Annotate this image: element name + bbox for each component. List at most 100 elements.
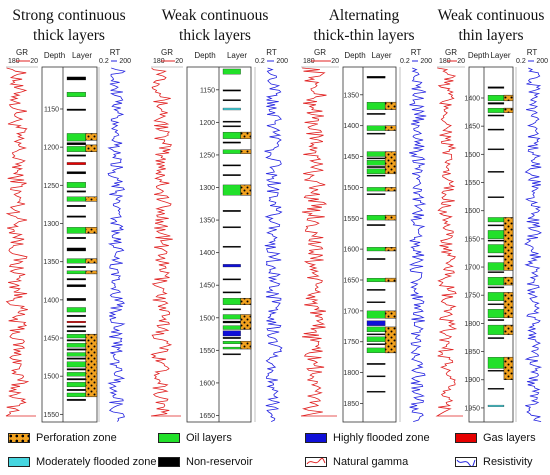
panel-3-title-line1: Alternating bbox=[328, 7, 400, 24]
depth-tick-label: 1800 bbox=[343, 370, 359, 377]
layer-non bbox=[222, 210, 241, 212]
depth-tick-label: 1500 bbox=[199, 315, 215, 322]
layer-non bbox=[366, 166, 386, 168]
layer-non bbox=[487, 196, 505, 198]
rt-scale-max: 200 bbox=[420, 58, 432, 65]
layer-non bbox=[66, 389, 86, 391]
layer-non bbox=[66, 398, 86, 401]
layer-oil bbox=[66, 196, 86, 202]
gr-scale-max: 20 bbox=[30, 58, 38, 65]
layer-non bbox=[487, 303, 505, 306]
layer-non bbox=[222, 125, 241, 128]
perforation-zone bbox=[503, 276, 514, 286]
depth-tick-label: 1700 bbox=[464, 265, 480, 272]
gr-curve bbox=[435, 67, 463, 417]
layer-non bbox=[487, 102, 505, 105]
layer-oil bbox=[366, 215, 386, 221]
layer-oil bbox=[66, 352, 86, 357]
depth-tick-label: 1250 bbox=[43, 183, 59, 190]
depth-tick-label: 1450 bbox=[43, 336, 59, 343]
gr-scale-min: 180 bbox=[8, 58, 20, 65]
layer-oil bbox=[487, 217, 505, 223]
panel-4-title-line1: Weak continuous bbox=[437, 7, 545, 24]
layer-non bbox=[366, 375, 386, 378]
depth-tick-label: 1650 bbox=[464, 236, 480, 243]
layer-oil bbox=[487, 95, 505, 101]
perforation-zone bbox=[240, 149, 252, 154]
layer-non bbox=[222, 226, 241, 229]
rt-track-label: RT bbox=[527, 48, 538, 57]
layer-non bbox=[66, 108, 86, 111]
layer-non bbox=[487, 370, 505, 372]
depth-track-label: Depth bbox=[194, 51, 215, 60]
layer-non bbox=[222, 89, 241, 92]
depth-tick-label: 1950 bbox=[464, 405, 480, 412]
layer-oil bbox=[487, 230, 505, 240]
perforation-zone bbox=[85, 258, 98, 264]
layer-non bbox=[66, 278, 86, 281]
layer-high bbox=[222, 330, 241, 337]
depth-tick-label: 1450 bbox=[343, 154, 359, 161]
legend-label: Resistivity bbox=[483, 456, 533, 468]
depth-layer-frame bbox=[41, 66, 98, 423]
layer-non bbox=[66, 76, 86, 81]
layer-non bbox=[222, 353, 241, 356]
depth-tick-label: 1600 bbox=[199, 380, 215, 387]
layer-non bbox=[487, 148, 505, 151]
layer-track-label: Layer bbox=[72, 51, 92, 60]
layer-oil bbox=[366, 347, 386, 354]
gr-scale-max: 20 bbox=[175, 58, 183, 65]
layer-gas bbox=[66, 321, 86, 323]
layer-oil bbox=[487, 357, 505, 369]
depth-tick-label: 1550 bbox=[464, 180, 480, 187]
layer-non bbox=[66, 348, 86, 351]
layer-non bbox=[222, 291, 241, 294]
perforation-zone bbox=[240, 297, 252, 306]
depth-track-label: Depth bbox=[344, 51, 365, 60]
depth-tick-label: 1250 bbox=[199, 152, 215, 159]
gr-track-label: GR bbox=[161, 48, 173, 57]
depth-tick-label: 1300 bbox=[199, 185, 215, 192]
layer-non bbox=[487, 86, 505, 89]
depth-track-label: Depth bbox=[468, 51, 489, 60]
rt-curve bbox=[264, 67, 283, 422]
layer-oil bbox=[66, 227, 86, 234]
layer-non bbox=[487, 271, 505, 273]
layer-oil bbox=[366, 247, 386, 252]
layer-oil bbox=[66, 392, 86, 397]
gr-scale-max: 20 bbox=[457, 58, 465, 65]
depth-tick-label: 1600 bbox=[343, 247, 359, 254]
layer-non bbox=[222, 320, 241, 324]
layer-oil bbox=[487, 277, 505, 286]
depth-tick-label: 1800 bbox=[464, 321, 480, 328]
layer-oil bbox=[66, 182, 86, 188]
layer-oil bbox=[66, 343, 86, 348]
perforation-zone bbox=[85, 133, 98, 141]
gr-scale-min: 180 bbox=[303, 58, 315, 65]
layer-oil bbox=[366, 336, 386, 342]
depth-tick-label: 1550 bbox=[199, 348, 215, 355]
depth-tick-label: 1550 bbox=[343, 216, 359, 223]
legend-label: Oil layers bbox=[186, 432, 232, 444]
layer-oil bbox=[66, 361, 86, 368]
non-reservoir-swatch-icon bbox=[158, 457, 180, 467]
layer-non bbox=[66, 368, 86, 371]
layer-non bbox=[487, 319, 505, 321]
depth-tick-label: 1600 bbox=[464, 208, 480, 215]
rt-scale-min: 0.2 bbox=[400, 58, 410, 65]
gr-track-label: GR bbox=[16, 48, 28, 57]
depth-tick-label: 1350 bbox=[343, 92, 359, 99]
perforation-zone bbox=[503, 324, 514, 335]
depth-tick-label: 1850 bbox=[464, 349, 480, 356]
layer-non bbox=[66, 314, 86, 317]
layer-non bbox=[366, 343, 386, 345]
layer-non bbox=[66, 330, 86, 333]
layer-non bbox=[366, 174, 386, 177]
depth-tick-label: 1550 bbox=[43, 412, 59, 419]
layer-non bbox=[222, 120, 241, 123]
perforation-zone bbox=[503, 94, 514, 102]
highly-flooded-swatch-icon bbox=[305, 433, 327, 443]
panel-2-title-line1: Weak continuous bbox=[161, 7, 269, 24]
perforation-zone bbox=[240, 314, 252, 330]
depth-tick-label: 1700 bbox=[343, 308, 359, 315]
